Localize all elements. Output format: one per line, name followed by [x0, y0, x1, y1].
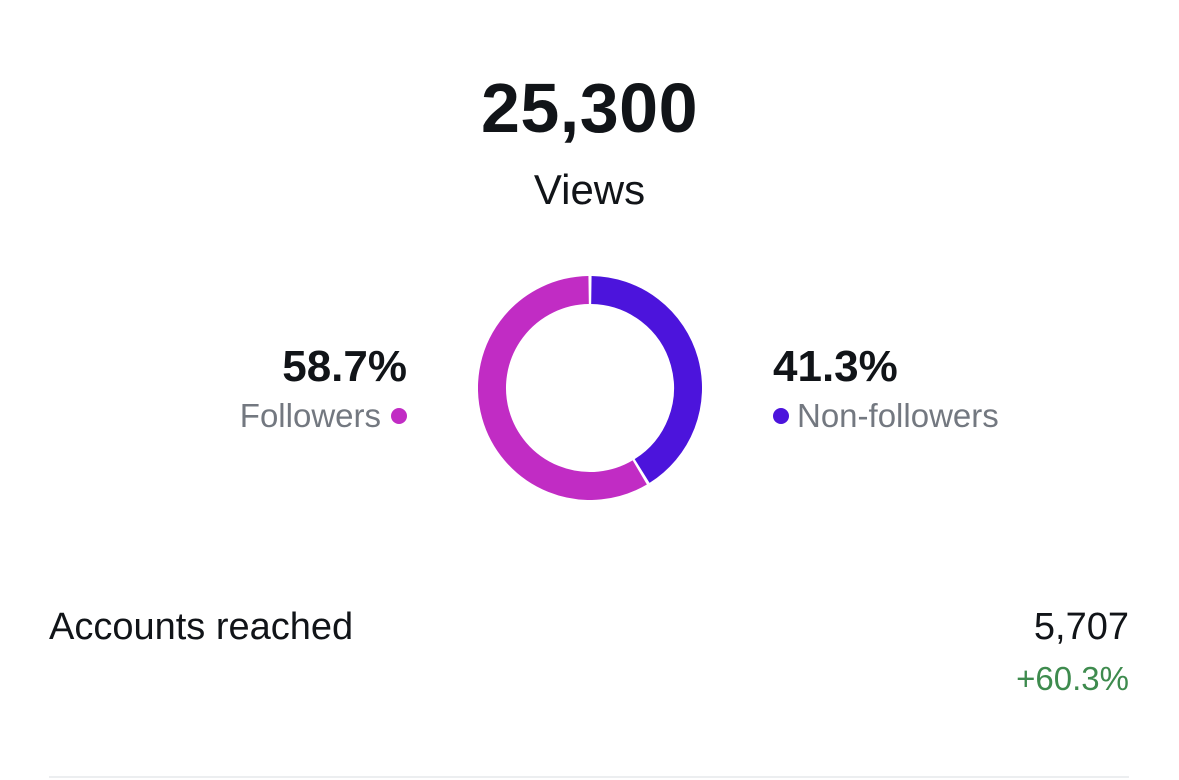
non-followers-dot-icon: [773, 408, 789, 424]
accounts-reached-change: +60.3%: [1016, 660, 1129, 697]
followers-dot-icon: [391, 408, 407, 424]
views-total: 25,300: [480, 69, 699, 147]
accounts-reached-value: 5,707: [1033, 606, 1129, 648]
accounts-reached-label: Accounts reached: [49, 606, 354, 648]
non-followers-label: Non-followers: [797, 397, 999, 434]
views-donut-chart: [478, 276, 702, 500]
followers-legend: Followers: [240, 394, 407, 438]
non-followers-legend: Non-followers: [773, 394, 999, 438]
views-label: Views: [533, 166, 646, 213]
donut-segment-non-followers: [590, 276, 702, 483]
non-followers-percent: 41.3%: [773, 342, 898, 391]
divider: [49, 776, 1129, 778]
followers-label: Followers: [239, 397, 381, 434]
donut-segment-followers: [478, 276, 647, 500]
followers-stat: 58.7% Followers: [240, 340, 407, 438]
non-followers-stat: 41.3% Non-followers: [773, 340, 999, 438]
followers-percent: 58.7%: [282, 342, 407, 391]
